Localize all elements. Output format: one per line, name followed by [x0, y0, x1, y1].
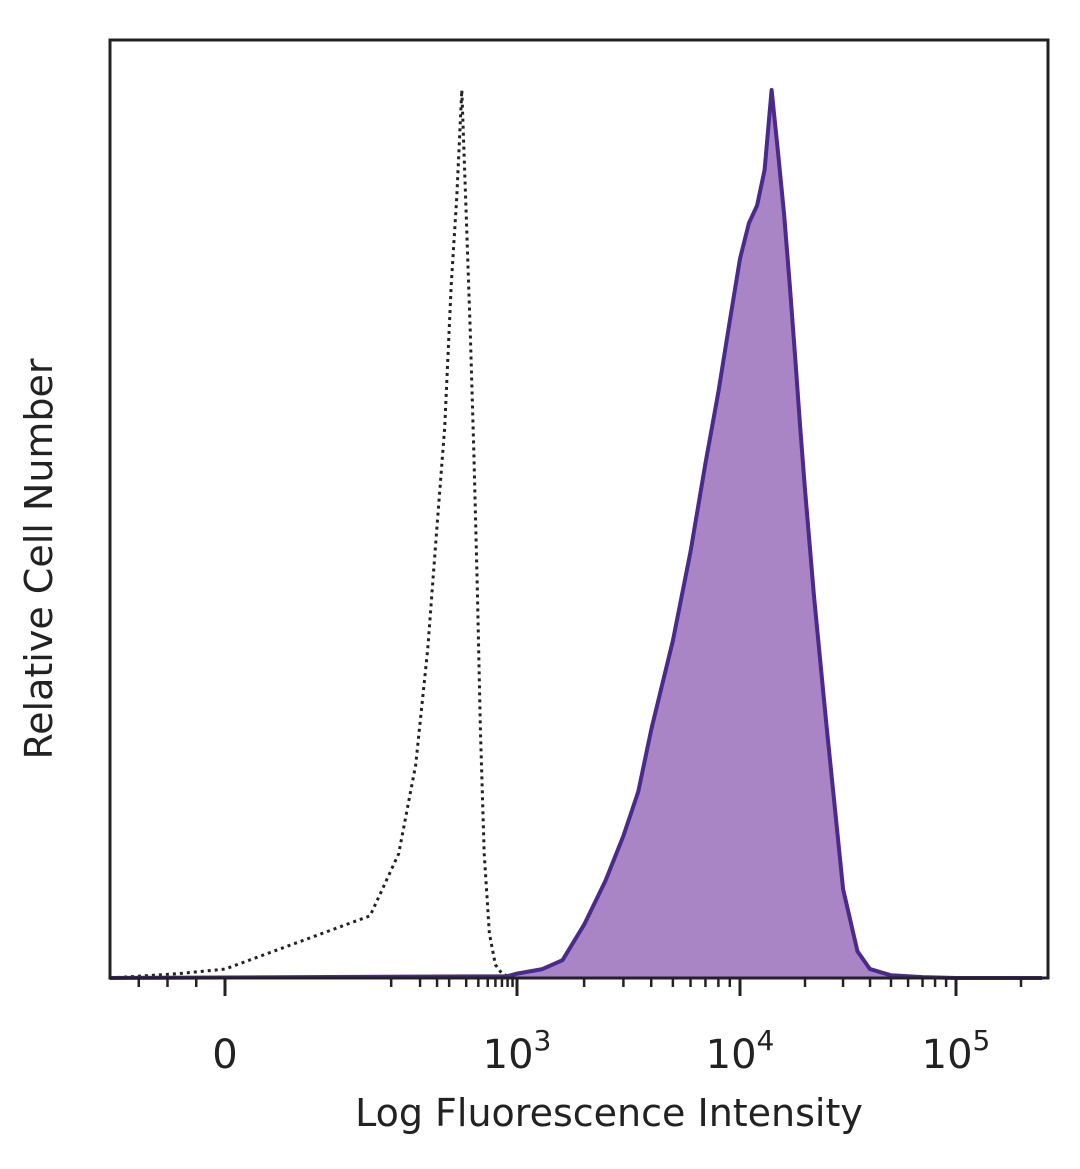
series-layer	[109, 88, 1042, 980]
x-tick-label: 103	[483, 1024, 552, 1078]
x-axis-title: Log Fluorescence Intensity	[355, 1091, 863, 1135]
series-1-fill	[110, 90, 1042, 978]
series-1-line	[109, 88, 1042, 980]
x-tick-label: 105	[922, 1024, 991, 1078]
x-tick-label: 104	[706, 1024, 775, 1078]
axis-layer	[108, 38, 1050, 996]
plot-frame	[108, 38, 1050, 980]
y-axis-title: Relative Cell Number	[17, 358, 61, 759]
x-tick-label: 0	[212, 1032, 237, 1078]
label-layer: 0 103 104 105 Log Fluorescence Intensity Rela…	[17, 358, 990, 1135]
series-0-line	[109, 88, 517, 980]
